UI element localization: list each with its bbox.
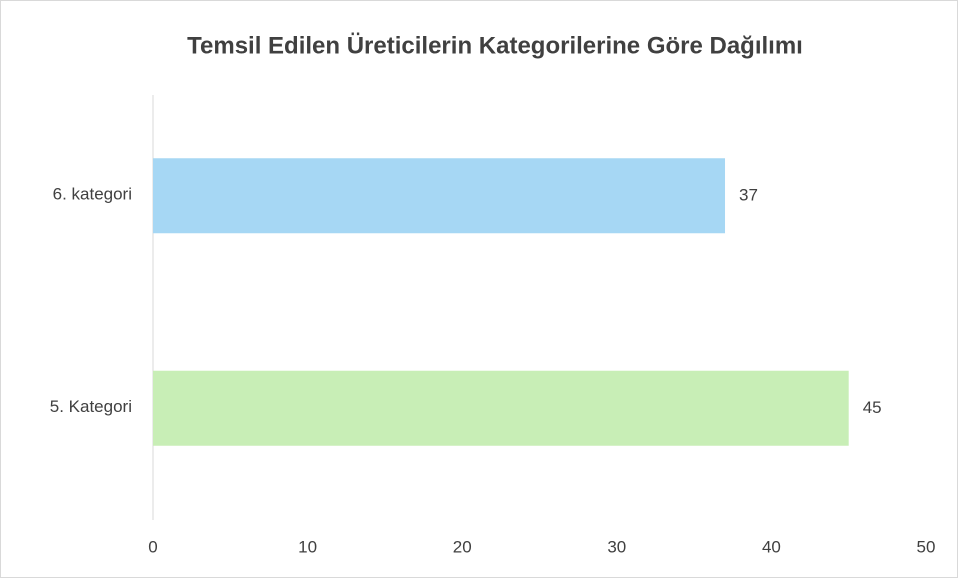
bar	[153, 158, 726, 234]
x-tick-label: 10	[298, 537, 317, 556]
chart-title: Temsil Edilen Üreticilerin Kategorilerin…	[187, 32, 803, 59]
x-tick-label: 20	[453, 537, 472, 556]
bar	[153, 370, 849, 446]
y-tick-label: 6. kategori	[53, 185, 132, 204]
x-tick-label: 40	[762, 537, 781, 556]
data-label: 45	[863, 398, 882, 417]
x-tick-label: 50	[917, 537, 936, 556]
x-tick-label: 0	[148, 537, 157, 556]
x-tick-label: 30	[607, 537, 626, 556]
data-label: 37	[739, 186, 758, 205]
y-tick-label: 5. Kategori	[50, 397, 132, 416]
